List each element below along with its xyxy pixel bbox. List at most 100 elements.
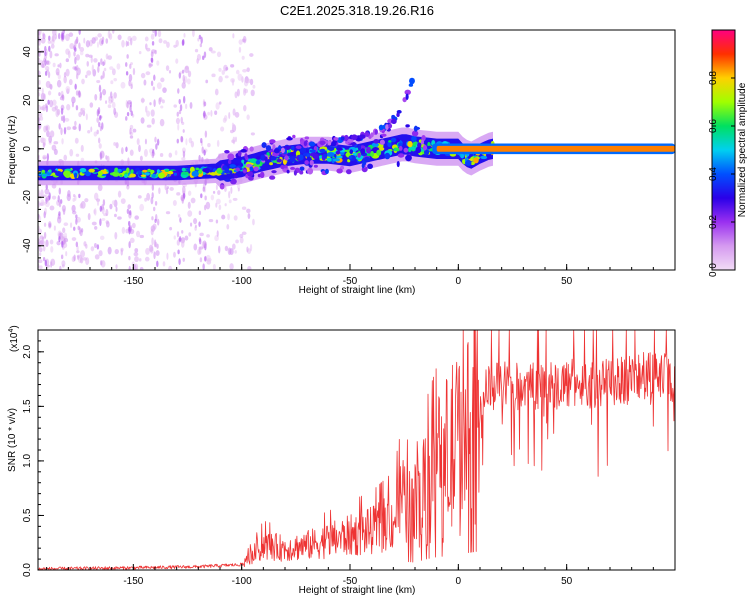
spectrogram-track-cell: [229, 164, 236, 168]
spectrogram-track-cell: [423, 149, 430, 156]
spectrogram-noise-cell: [243, 104, 247, 112]
spectrogram-upper-cell: [388, 123, 393, 129]
spectrogram-noise-cell: [111, 68, 116, 76]
spectrogram-noise-cell: [129, 237, 135, 244]
spectrogram-noise-cell: [74, 83, 77, 90]
spectrogram-track-cell: [48, 169, 52, 173]
spectrogram-noise-cell: [50, 258, 56, 266]
spectrogram-noise-cell: [187, 70, 192, 78]
spectrogram-track-cell: [271, 170, 277, 174]
spectrogram-noise-cell: [51, 35, 56, 42]
svg-text:(x104): (x104): [8, 325, 20, 352]
spectrogram-track-cell: [335, 155, 343, 159]
spectrogram-noise-cell: [72, 197, 76, 202]
spectrogram-noise-cell: [169, 226, 173, 231]
spectrogram-noise-cell: [139, 203, 145, 212]
spectrogram-noise-cell: [176, 138, 179, 144]
spectrogram-x-label: Height of straight line (km): [299, 285, 416, 296]
spectrogram-track-cell: [181, 167, 186, 172]
spectrogram-noise-cell: [150, 228, 154, 236]
spectrogram-track-cell: [415, 146, 422, 154]
spectrogram-track-cell: [112, 171, 120, 177]
spectrogram-noise-cell: [205, 201, 211, 210]
spectrogram-noise-cell: [144, 197, 147, 202]
spectrogram-noise-cell: [58, 201, 62, 208]
spectrogram-track-cell: [473, 157, 479, 164]
spectrogram-noise-cell: [129, 149, 134, 156]
spectrogram-noise-cell: [44, 45, 47, 53]
spectrogram-noise-cell: [54, 53, 59, 57]
spectrogram-track-cell: [284, 155, 289, 161]
spectrogram-track-cell: [395, 147, 400, 152]
spectrogram-noise-cell: [63, 222, 69, 226]
spectrogram-noise-cell: [74, 66, 77, 71]
spectrogram-noise-cell: [80, 107, 86, 112]
spectrogram-track-cell: [114, 167, 119, 173]
spectrogram-noise-cell: [215, 198, 221, 205]
spectrogram-noise-cell: [196, 58, 199, 64]
spectrogram-noise-cell: [126, 208, 130, 215]
spectrogram-noise-cell: [155, 250, 160, 256]
spectrogram-noise-cell: [109, 203, 113, 210]
spectrogram-noise-cell: [80, 250, 86, 258]
spectrogram-noise-cell: [100, 260, 103, 266]
spectrogram-track-cell: [158, 172, 165, 179]
spectrogram-noise-cell: [241, 38, 246, 42]
spectrogram-track-cell: [280, 164, 285, 170]
snr-y-label: SNR (10 * v/v): [7, 408, 18, 472]
spectrogram-noise-cell: [239, 236, 244, 244]
spectrogram-noise-cell: [164, 184, 167, 191]
spectrogram-noise-cell: [182, 150, 186, 158]
spectrogram-noise-cell: [189, 101, 193, 109]
spectrogram-noise-cell: [154, 136, 157, 143]
spectrogram-noise-cell: [115, 142, 119, 149]
spectrogram-track-cell: [230, 178, 237, 185]
spectrogram-upper-cell: [340, 136, 345, 141]
spectrogram-upper-cell: [405, 93, 409, 101]
spectrogram-noise-cell: [43, 231, 47, 239]
spectrogram-noise-cell: [150, 109, 155, 117]
spectrogram-noise-cell: [99, 205, 103, 212]
spectrogram-noise-cell: [50, 43, 55, 49]
spectrogram-noise-cell: [45, 105, 49, 113]
spectrogram-track-cell: [335, 150, 341, 155]
spectrogram-noise-cell: [58, 187, 62, 195]
spectrogram-noise-cell: [40, 239, 45, 246]
spectrogram-noise-cell: [140, 72, 146, 79]
spectrogram-track-cell: [304, 160, 309, 165]
spectrogram-y-tick-label: 40: [22, 46, 33, 58]
snr-x-tick-label: -50: [343, 576, 358, 587]
spectrogram-track-cell: [357, 145, 362, 150]
spectrogram-noise-cell: [236, 88, 240, 97]
spectrogram-noise-cell: [158, 38, 163, 44]
spectrogram-track-cell: [269, 162, 273, 166]
spectrogram-track-cell: [237, 150, 242, 157]
spectrogram-noise-cell: [149, 102, 152, 106]
spectrogram-track-cell: [144, 172, 150, 176]
colorbar-tick-label: 0.4: [708, 167, 719, 181]
spectrogram-track-cell: [312, 153, 319, 160]
spectrogram-upper-cell: [385, 124, 389, 130]
snr-x-label: Height of straight line (km): [299, 585, 416, 596]
spectrogram-noise-cell: [200, 36, 203, 44]
spectrogram-noise-cell: [153, 99, 156, 107]
spectrogram-noise-cell: [129, 101, 132, 108]
spectrogram-noise-cell: [198, 210, 202, 216]
spectrogram-noise-cell: [85, 243, 88, 249]
spectrogram-noise-cell: [126, 54, 129, 59]
spectrogram-upper-cell: [391, 118, 397, 125]
spectrogram-track-cell: [397, 153, 405, 158]
spectrogram-track-cell: [140, 174, 147, 177]
spectrogram-noise-cell: [84, 198, 89, 203]
spectrogram-noise-cell: [38, 265, 43, 270]
spectrogram-noise-cell: [74, 120, 77, 127]
spectrogram-noise-cell: [203, 51, 207, 58]
spectrogram-noise-cell: [158, 96, 163, 103]
spectrogram-track-cell: [420, 139, 425, 145]
spectrogram-noise-cell: [38, 122, 42, 130]
spectrogram-noise-cell: [220, 126, 225, 132]
spectrogram-noise-cell: [120, 249, 123, 256]
spectrogram-noise-cell: [163, 40, 168, 44]
spectrogram-track-cell: [205, 168, 210, 174]
spectrogram-noise-cell: [47, 99, 50, 105]
